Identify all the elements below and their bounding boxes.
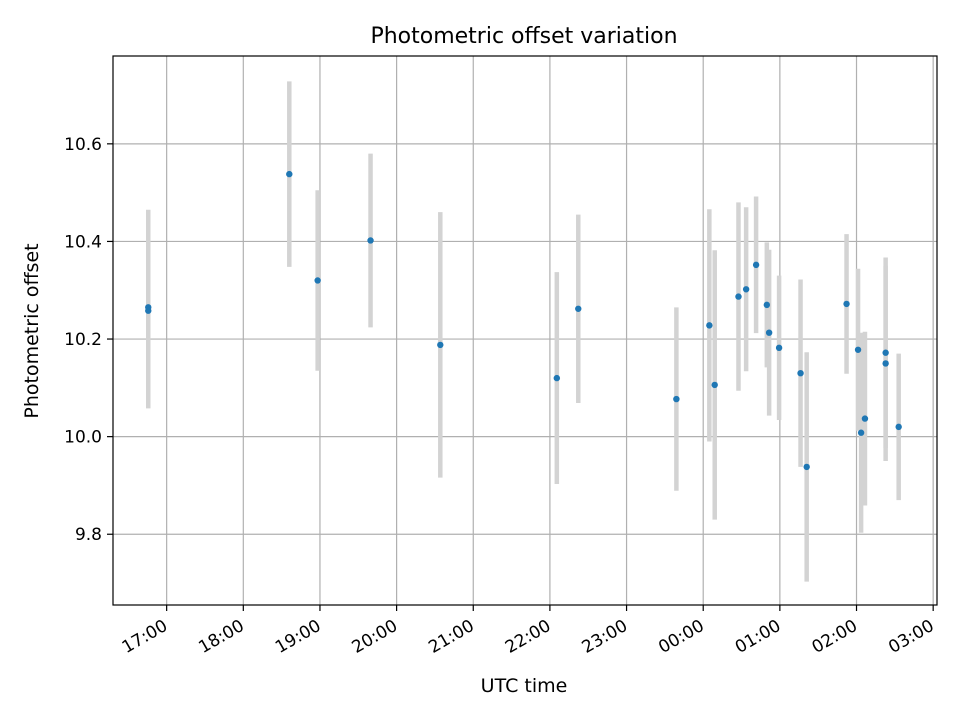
data-point <box>857 429 865 436</box>
x-axis-ticks: 17:00 18:00 19:00 20:00 21:00 22:00 23:00 00:00… <box>119 605 938 658</box>
data-point <box>145 307 152 314</box>
data-point <box>706 322 713 329</box>
x-tick-label: 21:00 <box>425 616 477 658</box>
data-point <box>861 415 869 422</box>
y-axis-ticks: 9.8 10.0 10.2 10.4 10.6 <box>64 135 113 545</box>
x-tick-label: 03:00 <box>885 616 937 658</box>
data-point <box>367 237 374 244</box>
x-tick-label: 18:00 <box>195 616 247 658</box>
data-point <box>735 293 742 300</box>
x-tick-label: 01:00 <box>732 616 784 658</box>
axes-frame <box>112 55 938 606</box>
data-point <box>286 170 293 178</box>
data-points <box>145 170 902 471</box>
x-tick-label: 00:00 <box>655 616 707 658</box>
y-tick-label: 10.2 <box>64 330 102 350</box>
data-point <box>752 261 760 269</box>
data-point <box>843 300 850 308</box>
x-tick-label: 22:00 <box>502 616 554 658</box>
data-point <box>803 463 810 471</box>
data-point <box>882 360 889 367</box>
data-point <box>895 423 902 431</box>
data-point <box>854 346 862 353</box>
data-point <box>314 277 321 284</box>
y-tick-label: 10.6 <box>64 135 102 155</box>
data-point <box>742 286 750 293</box>
data-point <box>763 301 771 309</box>
y-tick-label: 10.0 <box>64 428 102 448</box>
x-tick-label: 17:00 <box>119 616 171 658</box>
data-point <box>882 349 889 356</box>
data-point <box>575 305 582 312</box>
error-bars <box>146 81 901 582</box>
x-tick-label: 02:00 <box>809 616 861 658</box>
y-axis-label: Photometric offset <box>21 243 43 418</box>
data-point <box>711 381 718 389</box>
data-point <box>673 395 680 403</box>
data-point <box>765 329 773 336</box>
data-point <box>775 344 783 352</box>
grid-lines <box>113 56 937 605</box>
x-tick-label: 20:00 <box>349 616 401 658</box>
y-tick-label: 10.4 <box>64 232 102 252</box>
chart-title: Photometric offset variation <box>370 24 677 49</box>
data-point <box>797 370 804 377</box>
data-point <box>437 341 444 349</box>
x-tick-label: 23:00 <box>579 616 631 658</box>
data-point <box>553 374 561 382</box>
y-tick-label: 9.8 <box>75 525 102 545</box>
x-tick-label: 19:00 <box>272 616 324 658</box>
x-axis-label: UTC time <box>481 675 568 697</box>
